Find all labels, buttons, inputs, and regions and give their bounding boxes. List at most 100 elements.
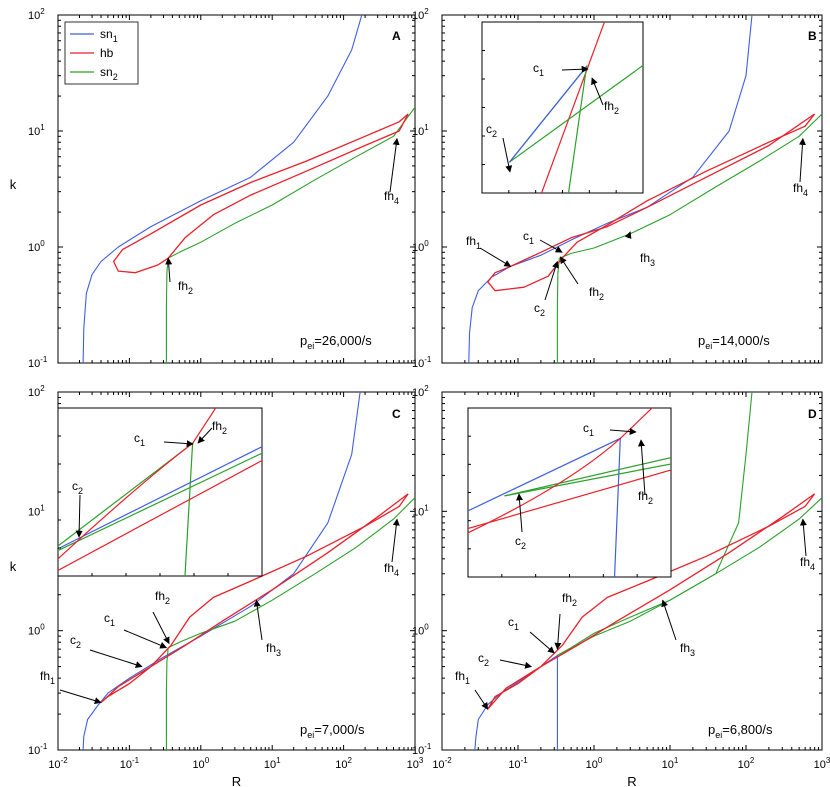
- annotation-c1: c1: [508, 615, 519, 632]
- annotation-arrow: [624, 231, 632, 240]
- y-tick-exp: 1: [424, 123, 429, 132]
- x-tick-label: 101: [662, 756, 679, 771]
- annotation-fh4: fh4: [800, 555, 815, 572]
- y-tick-exp: -1: [424, 742, 432, 751]
- y-tick-exp: 0: [40, 239, 45, 248]
- y-tick-label: 101: [412, 503, 429, 518]
- y-tick-label: 10-1: [412, 742, 432, 757]
- inset-annotation-c1-main: c: [134, 431, 140, 445]
- series-sn2: [556, 113, 822, 363]
- annotation-fh2: fh2: [178, 279, 193, 296]
- inset-annotation-arrow: [197, 427, 213, 444]
- inset-curve: [58, 446, 262, 550]
- series-group: [82, 15, 415, 363]
- annotation-fh1-main: fh: [40, 669, 50, 683]
- x-tick-label: 10-2: [432, 756, 452, 771]
- y-tick-exp: -1: [40, 742, 48, 751]
- annotation-c1-sub: 1: [529, 236, 534, 246]
- annotation-fh3-main: fh: [640, 251, 650, 265]
- x-tick-exp: 0: [205, 756, 210, 765]
- y-tick-exp: -1: [424, 355, 432, 364]
- x-tick-label: 101: [264, 756, 281, 771]
- inset-curve: [58, 459, 262, 572]
- inset-frame: [467, 407, 672, 578]
- y-tick-base: 10: [412, 358, 424, 370]
- legend-entry-sn1-main: sn: [100, 27, 113, 41]
- inset-annotation-c1-sub: 1: [140, 438, 145, 448]
- annotation-arrow: [89, 649, 143, 669]
- inset-curve: [504, 463, 671, 497]
- y-tick-label: 10-1: [28, 742, 48, 757]
- inset-annotation-fh2-sub: 2: [614, 106, 619, 116]
- y-tick-base: 10: [28, 242, 40, 254]
- pei-sub: ei: [705, 341, 712, 351]
- y-tick-exp: 0: [424, 623, 429, 632]
- y-tick-base: 10: [412, 387, 424, 399]
- inset-curve: [58, 452, 262, 552]
- annotation-fh2-main: fh: [178, 279, 188, 293]
- pei-label: pei=6,800/s: [708, 722, 773, 740]
- y-tick-label: 102: [412, 7, 429, 22]
- annotation-arrow: [661, 599, 677, 641]
- pei-label: pei=26,000/s: [300, 333, 372, 351]
- inset-frame: [57, 407, 263, 577]
- inset-annotation-arrow: [561, 65, 589, 73]
- x-axis-label: R: [232, 774, 241, 787]
- inset-annotation-arrow: [516, 493, 523, 533]
- series-hb_upper: [561, 113, 816, 259]
- annotation-c1-main: c: [523, 229, 529, 243]
- x-tick-label: 103: [814, 756, 830, 771]
- panel-B: 10-1100101102Bpei=14,000/sfh1c1c2fh2fh3f…: [412, 7, 823, 370]
- annotation-fh2: fh2: [589, 285, 604, 302]
- x-tick-base: 10: [120, 759, 132, 771]
- annotation-fh1: fh1: [455, 669, 470, 686]
- series-hb_lower: [100, 493, 409, 704]
- y-tick-base: 10: [28, 126, 40, 138]
- annotation-arrow: [165, 257, 173, 283]
- annotation-c2-sub: 2: [484, 658, 489, 668]
- series-hb_lower: [112, 113, 409, 274]
- pei-p: p: [708, 722, 715, 737]
- x-tick-exp: -1: [132, 756, 140, 765]
- inset-curve: [504, 457, 671, 497]
- annotation-fh2-sub: 2: [599, 292, 604, 302]
- annotation-fh2-main: fh: [589, 285, 599, 299]
- annotation-c2: c2: [70, 633, 81, 650]
- annotation-fh3: fh3: [640, 251, 655, 268]
- annotation-fh2-sub: 2: [572, 598, 577, 608]
- series-hb_lower: [487, 113, 815, 292]
- inset-annotation-arrow: [591, 77, 604, 106]
- annotation-fh1-main: fh: [455, 669, 465, 683]
- panel-letter: D: [808, 407, 817, 421]
- annotation-arrow: [253, 599, 263, 641]
- annotation-arrow: [152, 611, 170, 645]
- y-tick-label: 100: [412, 623, 429, 638]
- y-tick-exp: 2: [424, 7, 429, 16]
- panel-A: 10-1100101102kApei=26,000/sfh2fh4sn1hbsn…: [10, 7, 416, 370]
- inset-annotation-fh2-main: fh: [604, 99, 614, 113]
- annotation-c2-sub: 2: [540, 308, 545, 318]
- inset-curve: [508, 66, 588, 163]
- annotation-fh3-sub: 3: [276, 648, 281, 658]
- inset-curve: [540, 22, 606, 193]
- x-tick-exp: 1: [674, 756, 679, 765]
- annotation-fh4-sub: 4: [803, 188, 808, 198]
- panel-C: 10-2 10-1 100 101 102 10310-1100101102kRCpei=…: [10, 384, 424, 787]
- pei-sub: ei: [307, 730, 314, 740]
- inset-annotation-c2-sub: 2: [492, 129, 497, 139]
- annotation-arrow: [544, 260, 559, 301]
- inset-annotation-c2-main: c: [486, 122, 492, 136]
- series-sn1: [82, 392, 361, 750]
- y-tick-base: 10: [412, 242, 424, 254]
- inset-curve: [468, 408, 653, 534]
- legend-entry-sn2-main: sn: [100, 65, 113, 79]
- y-tick-base: 10: [412, 126, 424, 138]
- annotation-arrow: [798, 137, 806, 183]
- legend-entry-sn1-sub: 1: [113, 34, 118, 44]
- y-tick-label: 102: [28, 384, 45, 399]
- annotation-fh4: fh4: [384, 189, 399, 206]
- annotation-fh4-sub: 4: [394, 568, 399, 578]
- legend-entry-sn1: sn1: [100, 27, 118, 44]
